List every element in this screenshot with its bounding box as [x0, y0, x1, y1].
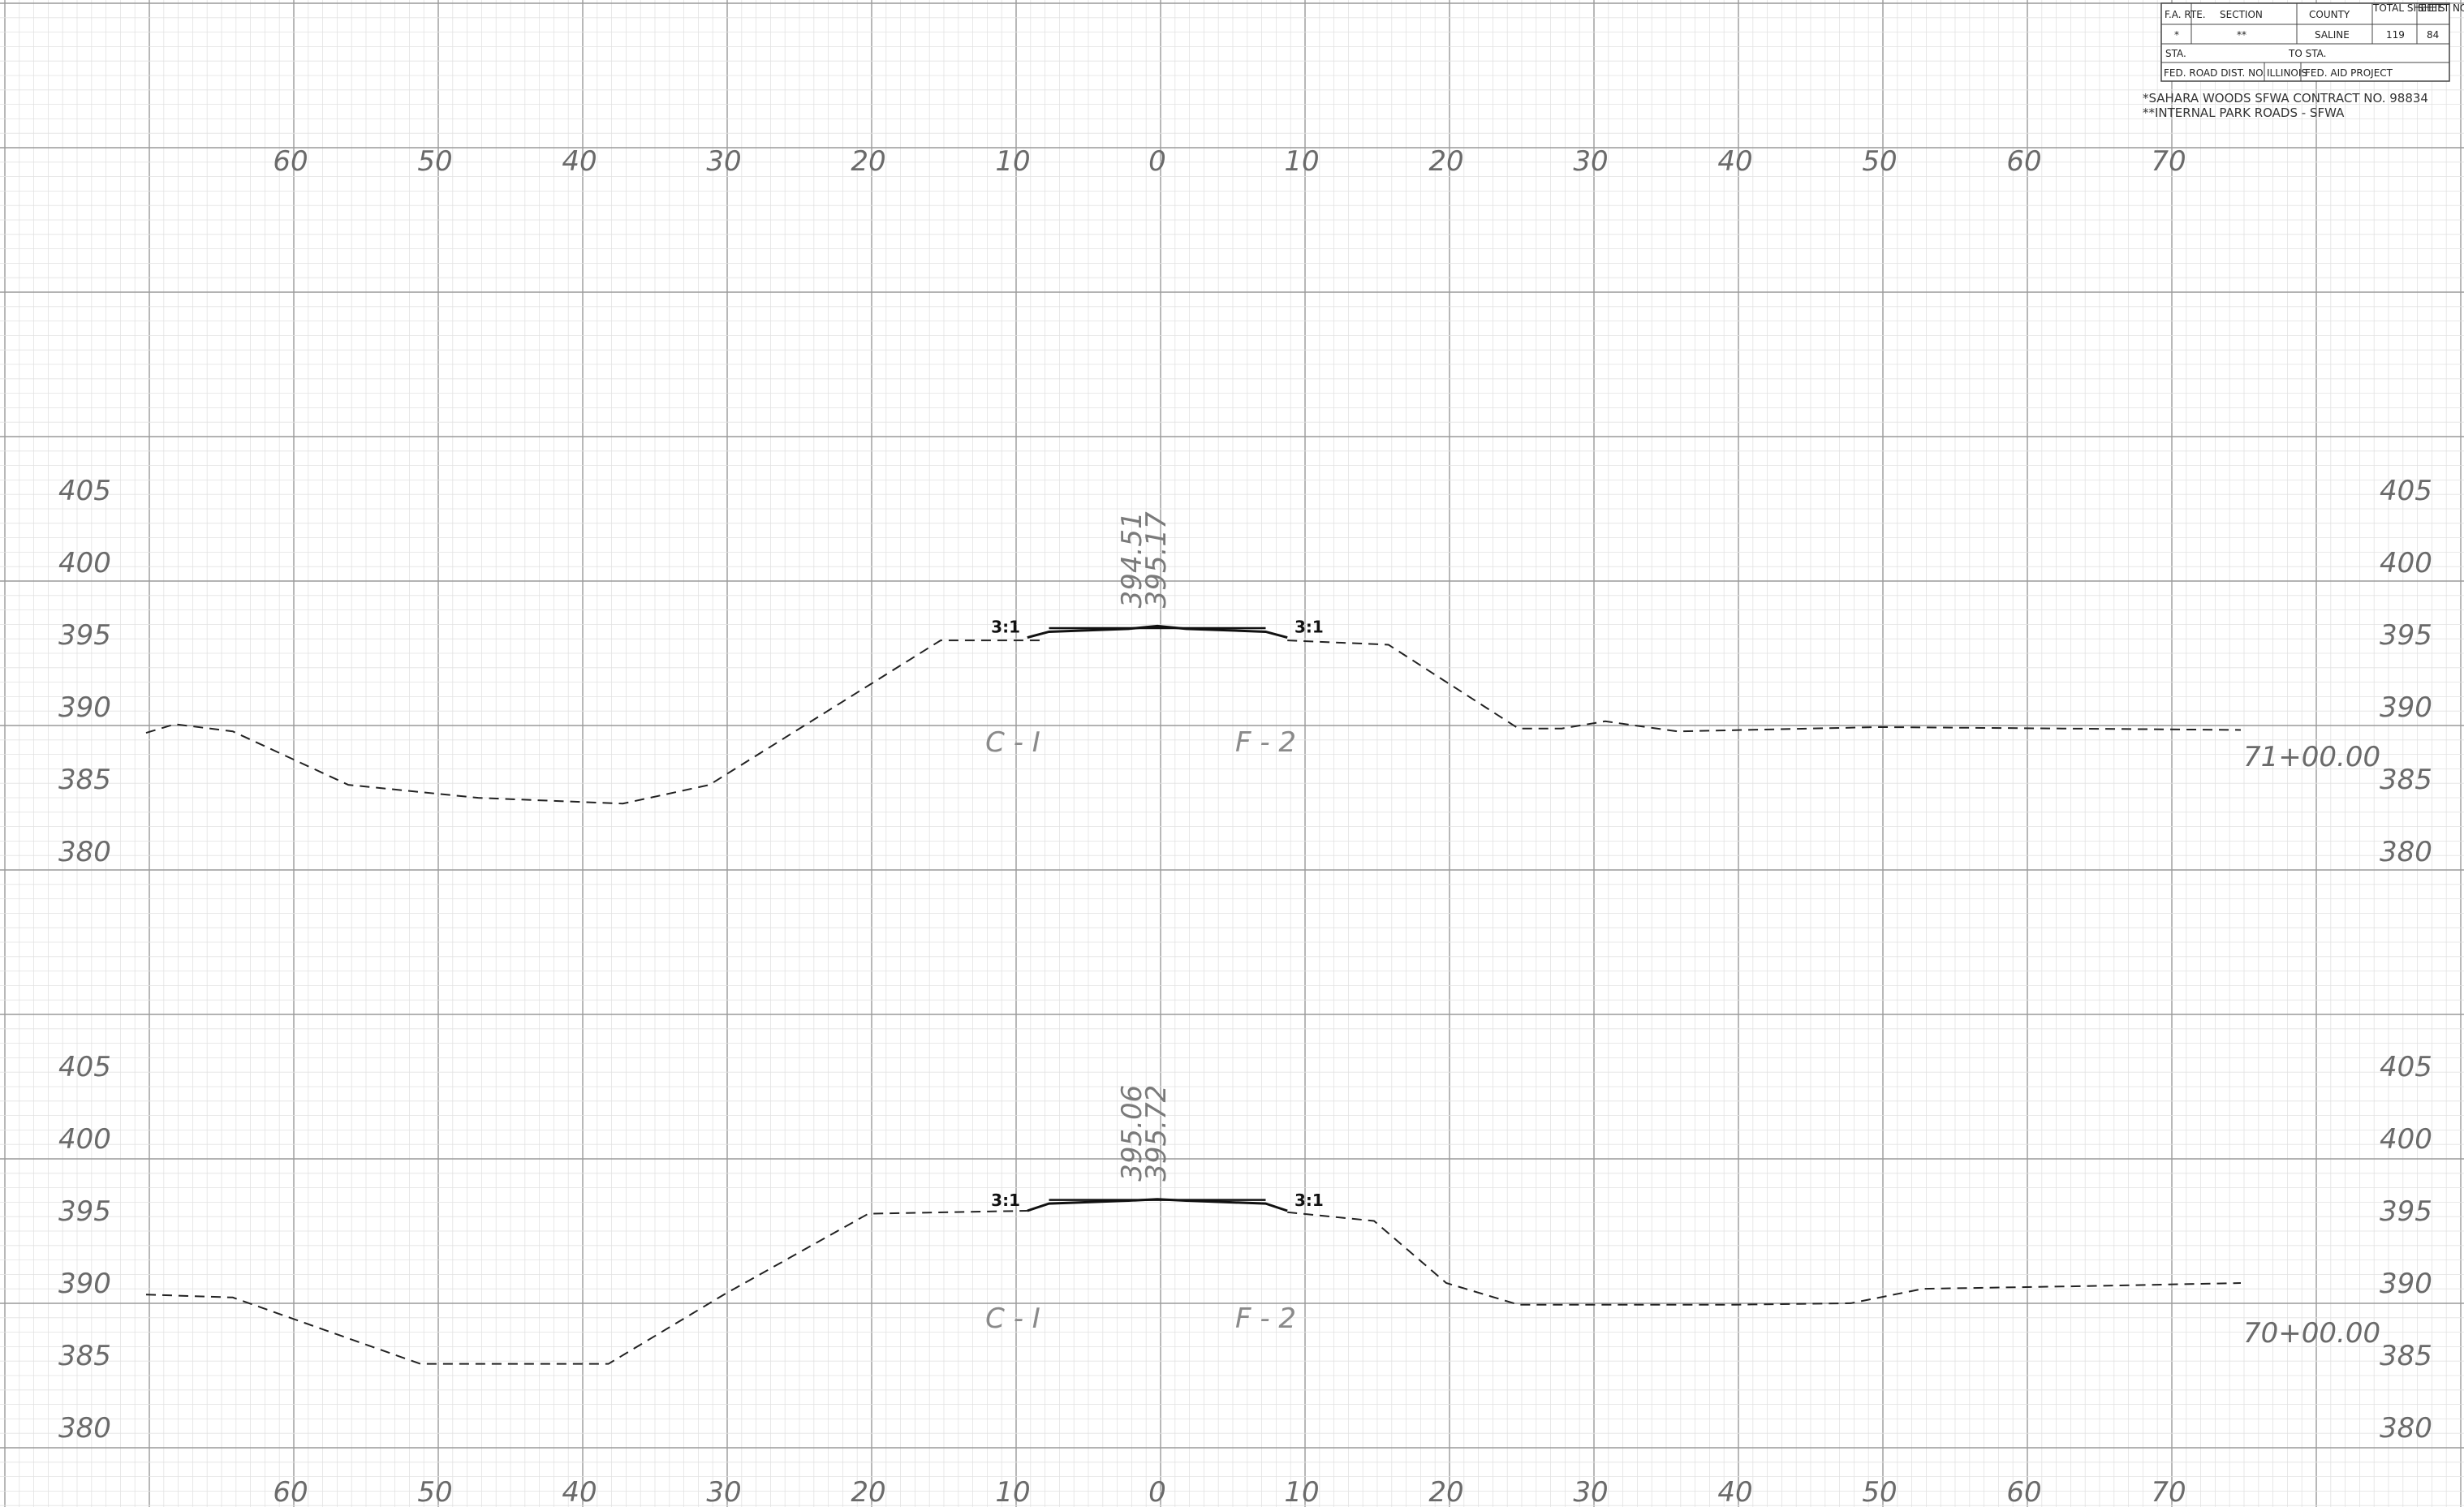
elevation-tick-right: 405: [2380, 475, 2432, 507]
elevation-tick-left: 390: [58, 1268, 111, 1300]
elevation-tick-right: 385: [2380, 764, 2432, 796]
elevation-tick-right: 380: [2380, 836, 2432, 868]
elevation-tick-left: 395: [58, 619, 111, 652]
offset-tick-label: 30: [706, 145, 741, 178]
existing-ground-left: [145, 639, 1042, 805]
title-block: F.A. RTE. SECTION COUNTY TOTAL SHEETS SH…: [2143, 2, 2464, 120]
offset-tick-label: 0: [1148, 145, 1166, 178]
fill-code-label: F - 2: [1235, 726, 1296, 759]
cross-section-upper: 405 405 400 400 395 395 390 390 385 385 380 380 3:1 3…: [58, 475, 2432, 868]
tb-note-contract: *SAHARA WOODS SFWA CONTRACT NO. 98834: [2143, 91, 2428, 105]
tb-rte: *: [2174, 29, 2179, 41]
elevation-tick-left: 385: [58, 764, 111, 796]
elevation-tick-left: 380: [58, 836, 111, 868]
tb-header-rte: F.A. RTE.: [2165, 9, 2206, 20]
offset-tick-label: 20: [1428, 145, 1463, 178]
bottom-offset-axis: 60 50 40 30 20 10 0 10 20 30 40 50 60 70: [273, 1476, 2186, 1507]
fill-code-label: F - 2: [1235, 1302, 1296, 1335]
offset-tick-label: 40: [1717, 145, 1752, 178]
tb-note-roads: **INTERNAL PARK ROADS - SFWA: [2143, 105, 2345, 120]
elevation-tick-right: 395: [2380, 1195, 2432, 1228]
tb-total-sheets: 119: [2386, 29, 2405, 41]
elevation-tick-left: 400: [58, 1123, 111, 1156]
tb-header-total-sheets: TOTAL SHEETS: [2372, 2, 2445, 14]
elevation-tick-right: 385: [2380, 1340, 2432, 1372]
existing-ground-right: [1287, 639, 2242, 733]
elevation-tick-right: 405: [2380, 1051, 2432, 1083]
offset-tick-label: 40: [562, 1476, 597, 1507]
tb-fed-aid: FED. AID PROJECT: [2305, 67, 2393, 79]
offset-tick-label: 70: [2151, 145, 2186, 178]
centerline-elevation: 395.17: [1140, 511, 1173, 608]
elevation-tick-left: 400: [58, 547, 111, 579]
elevation-tick-left: 405: [58, 475, 111, 507]
elevation-tick-left: 395: [58, 1195, 111, 1228]
slope-label-left: 3:1: [991, 1191, 1020, 1210]
elevation-tick-right: 380: [2380, 1412, 2432, 1445]
tb-county: SALINE: [2315, 29, 2350, 41]
offset-tick-label: 10: [1284, 145, 1319, 178]
offset-tick-label: 10: [1284, 1476, 1319, 1507]
offset-tick-label: 30: [1573, 1476, 1608, 1507]
offset-tick-label: 30: [1573, 145, 1608, 178]
offset-tick-label: 50: [417, 145, 452, 178]
elevation-tick-right: 400: [2380, 1123, 2432, 1156]
offset-tick-label: 30: [706, 1476, 741, 1507]
centerline-elevation: 395.06: [1116, 1085, 1148, 1182]
tb-section: **: [2237, 29, 2246, 41]
elevation-tick-right: 400: [2380, 547, 2432, 579]
cross-section-lower: 405 405 400 400 395 395 390 390 385 385 380 380 3:1 3…: [58, 1051, 2432, 1445]
existing-ground-left: [145, 1210, 1027, 1365]
elevation-tick-right: 390: [2380, 691, 2432, 724]
station-label: 70+00.00: [2243, 1317, 2380, 1350]
tb-sheet-no: 84: [2427, 29, 2439, 41]
offset-tick-label: 60: [273, 1476, 308, 1507]
offset-tick-label: 50: [1862, 145, 1897, 178]
offset-tick-label: 60: [2006, 1476, 2041, 1507]
offset-tick-label: 10: [995, 145, 1030, 178]
centerline-elevation: 395.72: [1140, 1085, 1173, 1182]
slope-label-left: 3:1: [991, 618, 1020, 637]
elevation-tick-left: 380: [58, 1412, 111, 1445]
offset-tick-label: 20: [1428, 1476, 1463, 1507]
station-label: 71+00.00: [2243, 741, 2380, 773]
offset-tick-label: 0: [1148, 1476, 1166, 1507]
offset-tick-label: 40: [562, 145, 597, 178]
tb-sta-label: STA.: [2165, 48, 2186, 59]
offset-tick-label: 20: [851, 145, 885, 178]
elevation-tick-right: 395: [2380, 619, 2432, 652]
tb-header-section: SECTION: [2220, 9, 2263, 20]
offset-tick-label: 50: [417, 1476, 452, 1507]
elevation-tick-left: 405: [58, 1051, 111, 1083]
tb-state: ILLINOIS: [2267, 67, 2307, 79]
offset-tick-label: 10: [995, 1476, 1030, 1507]
centerline-elevation: 394.51: [1116, 511, 1148, 608]
elevation-tick-right: 390: [2380, 1268, 2432, 1300]
slope-label-right: 3:1: [1294, 618, 1324, 637]
offset-tick-label: 50: [1862, 1476, 1897, 1507]
slope-label-right: 3:1: [1294, 1191, 1324, 1210]
tb-header-sheet-no: SHEET NO.: [2418, 2, 2464, 14]
proposed-grade: [1027, 624, 1288, 639]
cut-code-label: C - I: [985, 1302, 1040, 1335]
offset-tick-label: 40: [1717, 1476, 1752, 1507]
existing-ground-right: [1287, 1211, 2242, 1306]
tb-fed-road-dist: FED. ROAD DIST. NO.: [2164, 67, 2266, 79]
cut-code-label: C - I: [985, 726, 1040, 759]
elevation-tick-left: 385: [58, 1340, 111, 1372]
elevation-tick-left: 390: [58, 691, 111, 724]
tb-header-county: COUNTY: [2309, 9, 2350, 20]
offset-tick-label: 60: [273, 145, 308, 178]
offset-tick-label: 60: [2006, 145, 2041, 178]
offset-tick-label: 20: [851, 1476, 885, 1507]
offset-tick-label: 70: [2151, 1476, 2186, 1507]
tb-to-sta-label: TO STA.: [2288, 48, 2326, 59]
top-offset-axis: 60 50 40 30 20 10 0 10 20 30 40 50 60 70: [273, 145, 2186, 178]
